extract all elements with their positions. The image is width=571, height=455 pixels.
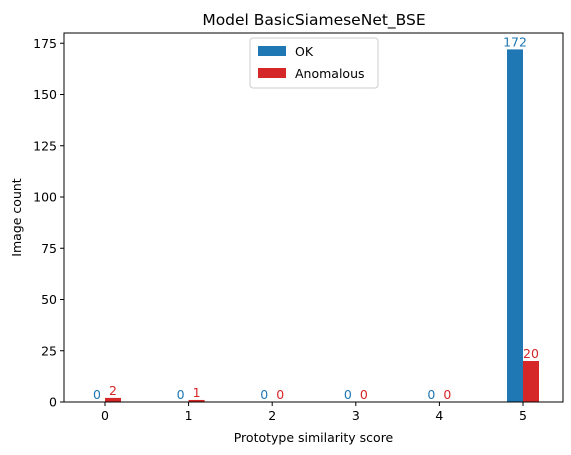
x-axis-label: Prototype similarity score — [234, 430, 394, 445]
bar-value-label: 20 — [523, 346, 539, 361]
chart-title: Model BasicSiameseNet_BSE — [202, 11, 425, 30]
y-tick-label: 75 — [41, 241, 57, 256]
legend-label-anomalous: Anomalous — [295, 66, 365, 81]
x-tick-label: 5 — [519, 408, 527, 423]
bar-anomalous-1 — [188, 399, 205, 402]
bar-value-label: 0 — [360, 387, 368, 402]
bar-anomalous-0 — [105, 397, 121, 402]
bar-value-label: 2 — [109, 383, 117, 398]
legend-label-ok: OK — [295, 44, 314, 59]
bar-value-label: 0 — [427, 387, 435, 402]
bar-value-label: 0 — [276, 387, 284, 402]
x-tick-label: 2 — [268, 408, 276, 423]
x-tick-label: 4 — [435, 408, 443, 423]
bar-value-label: 1 — [193, 385, 201, 400]
plot-frame — [63, 32, 564, 403]
x-tick-label: 0 — [101, 408, 109, 423]
bar-value-label: 0 — [443, 387, 451, 402]
bar-value-label: 0 — [93, 387, 101, 402]
legend: OK Anomalous — [249, 37, 379, 89]
bar-value-label: 172 — [503, 34, 527, 49]
y-axis-label: Image count — [9, 178, 24, 256]
y-tick-label: 150 — [33, 87, 57, 102]
bar-value-label: 0 — [344, 387, 352, 402]
y-tick-label: 25 — [41, 343, 57, 358]
y-tick-label: 0 — [49, 395, 57, 410]
y-tick-label: 175 — [33, 36, 57, 51]
bar-value-label: 0 — [177, 387, 185, 402]
bar-value-label: 0 — [260, 387, 268, 402]
legend-swatch-ok — [258, 46, 286, 56]
x-tick-label: 3 — [352, 408, 360, 423]
bar-anomalous-5 — [523, 361, 539, 402]
y-tick-label: 50 — [41, 292, 57, 307]
legend-swatch-anomalous — [258, 68, 286, 78]
y-tick-label: 100 — [33, 190, 57, 205]
x-tick-label: 1 — [185, 408, 193, 423]
y-tick-label: 125 — [33, 138, 57, 153]
bar-ok-5 — [507, 49, 523, 403]
